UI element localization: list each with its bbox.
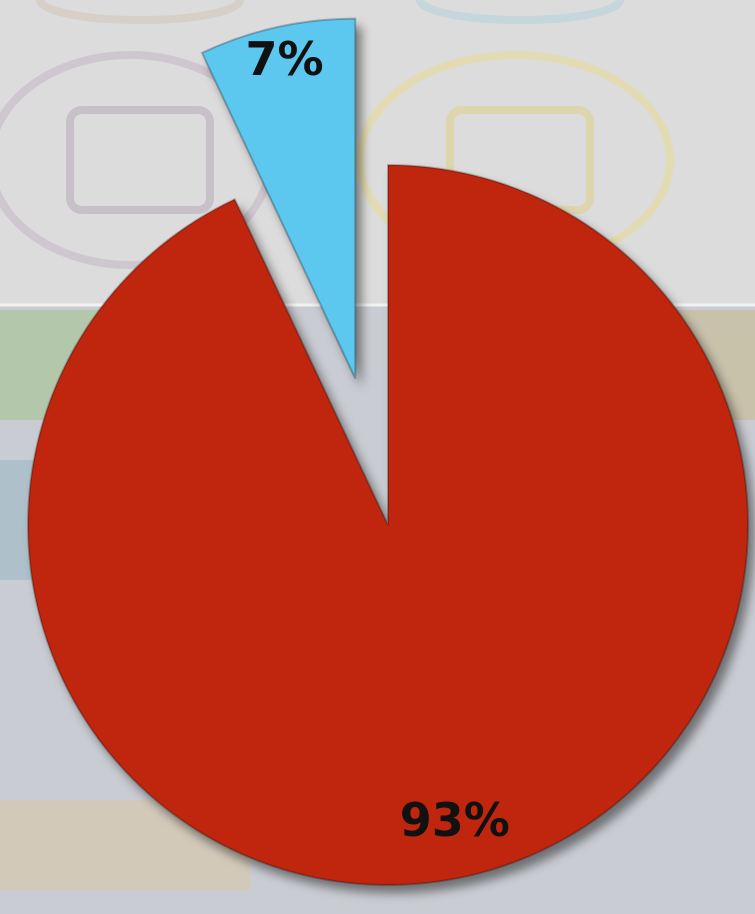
pie: 93% 7% bbox=[27, 17, 749, 886]
slice-label: 7% bbox=[246, 32, 324, 86]
pie-slice bbox=[200, 17, 357, 380]
slice-label: 93% bbox=[400, 793, 510, 847]
pie-slice bbox=[27, 163, 749, 886]
